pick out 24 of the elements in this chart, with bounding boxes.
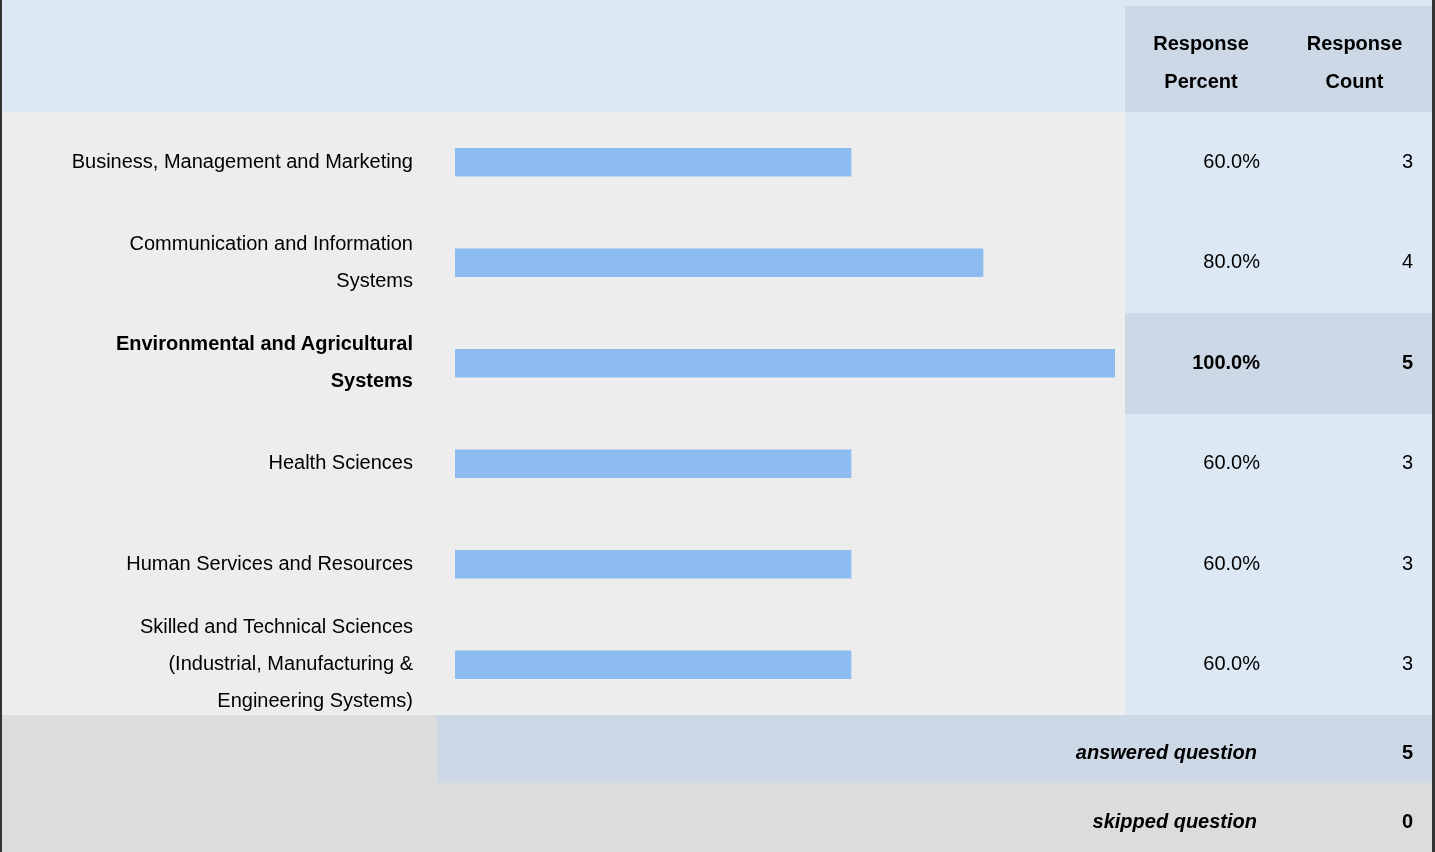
y-tick-label: Communication and Information Systems: [129, 231, 413, 291]
text: 3: [1401, 551, 1413, 574]
y-tick-label: Skilled and Technical Sciences (Industrial, Manufacturing & Engineering Systems): [139, 615, 414, 712]
y-tick-label: Health Sciences: [268, 451, 413, 474]
text: 0: [1400, 809, 1413, 834]
text: 3: [1401, 451, 1413, 474]
text: Response Percent: [1152, 31, 1250, 94]
y-tick-label: Human Services and Resources: [126, 551, 413, 574]
text: 3: [1401, 652, 1413, 675]
text: 5: [1400, 740, 1413, 765]
text: 3: [1401, 149, 1413, 172]
data-label: 60.0%: [1203, 451, 1261, 474]
y-tick-label: Business, Management and Marketing: [71, 149, 413, 172]
text: skipped question: [1091, 809, 1257, 834]
text: 5: [1401, 350, 1413, 373]
data-label: 60.0%: [1203, 551, 1261, 574]
text: Response Count: [1305, 31, 1404, 94]
data-label: 80.0%: [1203, 250, 1261, 273]
data-label: 60.0%: [1203, 149, 1261, 172]
text: 4: [1401, 250, 1413, 273]
data-label: 60.0%: [1203, 652, 1261, 675]
y-tick-label: Environmental and Agricultural Systems: [115, 332, 413, 392]
data-label: 100.0%: [1192, 350, 1261, 373]
text: answered question: [1074, 740, 1257, 765]
